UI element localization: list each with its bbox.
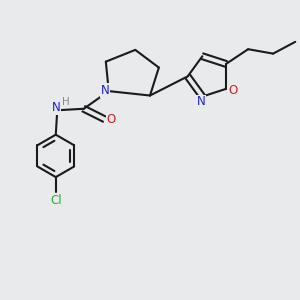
Text: H: H <box>61 97 69 107</box>
Text: N: N <box>196 95 205 108</box>
Text: N: N <box>101 84 110 97</box>
Text: N: N <box>51 101 60 114</box>
Text: O: O <box>228 84 237 97</box>
Text: Cl: Cl <box>50 194 61 207</box>
Text: O: O <box>106 112 116 126</box>
